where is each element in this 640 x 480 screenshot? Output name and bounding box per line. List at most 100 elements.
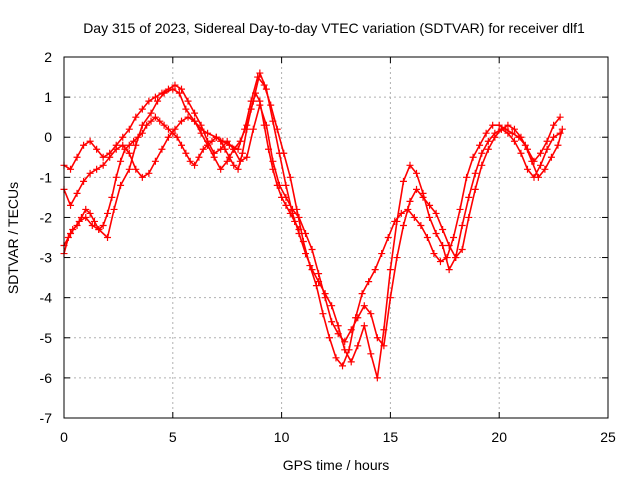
data-point [491, 129, 499, 137]
data-point [393, 217, 401, 225]
data-point [138, 105, 146, 113]
data-point [482, 129, 490, 137]
data-point [360, 322, 368, 330]
y-tick-label: 1 [44, 89, 52, 105]
data-point [125, 141, 133, 149]
data-point [417, 221, 425, 229]
data-point [517, 149, 525, 157]
data-point [554, 141, 562, 149]
data-point [354, 314, 362, 322]
data-point [95, 225, 103, 233]
data-point [178, 85, 186, 93]
data-point [347, 326, 355, 334]
data-point [67, 165, 75, 173]
data-point [191, 109, 199, 117]
data-point [260, 121, 268, 129]
data-point [341, 346, 349, 354]
data-point [371, 266, 379, 274]
data-point [489, 121, 497, 129]
data-point [208, 137, 216, 145]
data-point [67, 201, 75, 209]
data-point [458, 221, 466, 229]
data-point [117, 181, 125, 189]
data-point [393, 254, 401, 262]
data-point [360, 302, 368, 310]
data-point [104, 209, 112, 217]
data-point [445, 266, 453, 274]
data-point [204, 129, 212, 137]
data-point [82, 205, 90, 213]
data-point [234, 165, 242, 173]
data-point [125, 149, 133, 157]
data-point [93, 165, 101, 173]
series-3 [60, 69, 564, 382]
series-4 [60, 89, 303, 258]
data-point [558, 125, 566, 133]
data-point [145, 97, 153, 105]
data-point [199, 145, 207, 153]
data-point [471, 185, 479, 193]
data-point [291, 217, 299, 225]
data-point [125, 165, 133, 173]
data-point [117, 157, 125, 165]
data-point [178, 117, 186, 125]
y-tick-label: 2 [44, 49, 52, 65]
data-point [484, 137, 492, 145]
data-point [445, 242, 453, 250]
data-point [156, 117, 164, 125]
data-point [138, 173, 146, 181]
data-point [210, 153, 218, 161]
grid [64, 57, 608, 418]
data-point [262, 85, 270, 93]
data-point [138, 129, 146, 137]
y-tick-labels: -7 -6 -5 -4 -3 -2 -1 0 1 2 [40, 49, 53, 426]
data-point [523, 145, 531, 153]
data-point [204, 141, 212, 149]
data-point [143, 121, 151, 129]
data-point [223, 157, 231, 165]
data-point [302, 229, 310, 237]
series-line [63, 72, 561, 379]
data-point [230, 161, 238, 169]
data-point [541, 165, 549, 173]
data-point [556, 129, 564, 137]
data-point [413, 185, 421, 193]
x-tick-label: 15 [383, 429, 399, 445]
data-point [99, 221, 107, 229]
y-tick-label: -7 [40, 410, 53, 426]
data-point [173, 133, 181, 141]
data-point [184, 113, 192, 121]
data-point [399, 177, 407, 185]
data-point [110, 205, 118, 213]
data-point [439, 225, 447, 233]
data-point [308, 266, 316, 274]
data-point [432, 229, 440, 237]
data-point [465, 213, 473, 221]
data-point [406, 161, 414, 169]
data-point [147, 109, 155, 117]
data-point [315, 278, 323, 286]
data-point [121, 145, 129, 153]
data-point [328, 318, 336, 326]
data-point [256, 69, 264, 77]
data-point [132, 113, 140, 121]
data-point [332, 354, 340, 362]
data-point [217, 165, 225, 173]
y-tick-label: -6 [40, 370, 53, 386]
data-point [465, 193, 473, 201]
data-point [430, 250, 438, 258]
data-point [119, 133, 127, 141]
data-point [191, 117, 199, 125]
data-point [104, 234, 112, 241]
data-point [286, 209, 294, 217]
data-point [406, 197, 414, 205]
data-point [450, 234, 458, 241]
data-point [439, 242, 447, 250]
data-point [476, 141, 484, 149]
x-tick-label: 25 [600, 429, 616, 445]
data-point [456, 205, 464, 213]
data-point [358, 290, 366, 298]
data-point [197, 121, 205, 129]
data-point [151, 93, 159, 101]
data-point [347, 358, 355, 366]
